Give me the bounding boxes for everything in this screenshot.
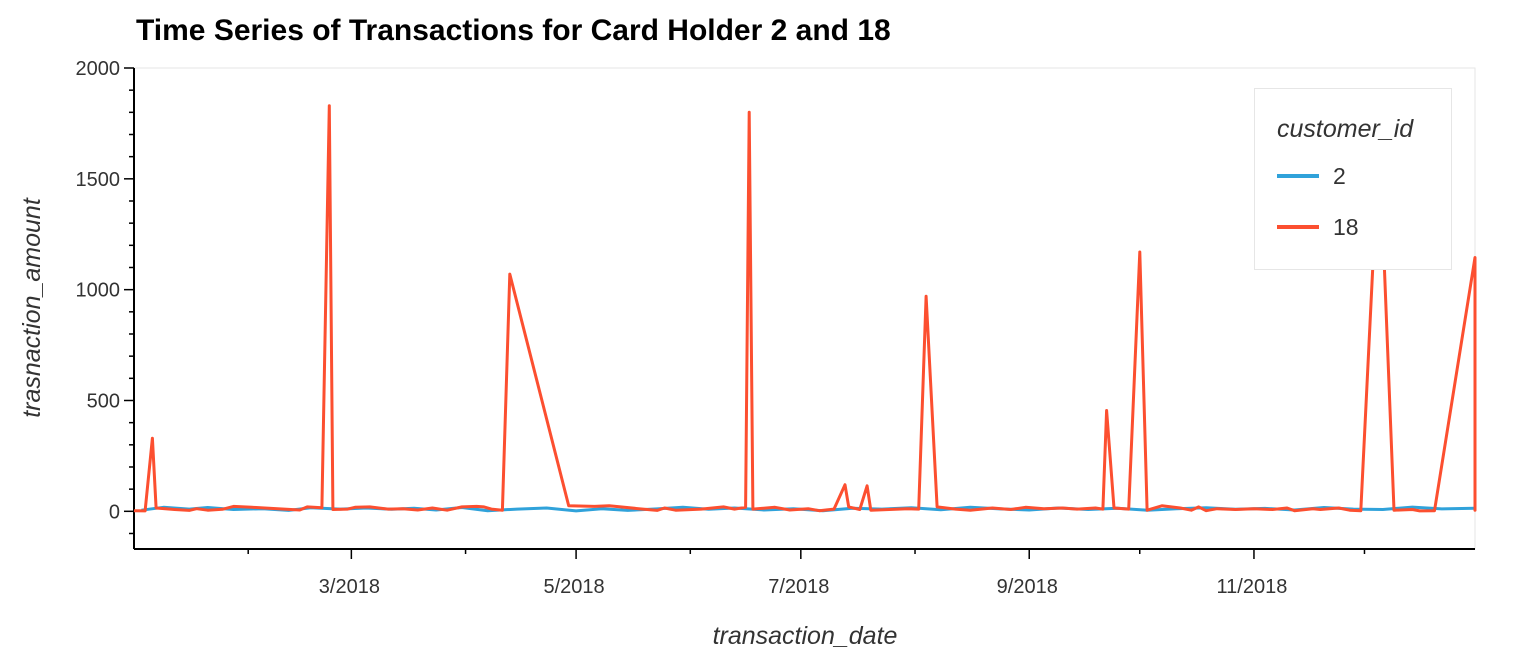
legend-swatch bbox=[1277, 174, 1319, 178]
legend-label: 2 bbox=[1333, 162, 1346, 189]
x-tick-label: 11/2018 bbox=[1217, 576, 1288, 598]
chart-title: Time Series of Transactions for Card Hol… bbox=[136, 14, 891, 47]
y-tick-label: 500 bbox=[87, 390, 120, 412]
series-layer bbox=[133, 104, 1477, 513]
legend-label: 18 bbox=[1333, 213, 1359, 240]
legend-item-18: 18 bbox=[1277, 212, 1359, 242]
y-tick-label: 0 bbox=[109, 501, 120, 523]
legend-title: customer_id bbox=[1277, 115, 1414, 143]
y-tick-label: 2000 bbox=[76, 58, 121, 80]
legend-item-2: 2 bbox=[1277, 161, 1346, 191]
x-tick-label: 7/2018 bbox=[768, 576, 829, 598]
y-axis: 0 500 1000 1500 2000 bbox=[76, 58, 135, 549]
x-axis-title: transaction_date bbox=[713, 622, 898, 650]
x-axis: 3/2018 5/2018 7/2018 9/2018 11/2018 bbox=[134, 548, 1475, 598]
y-tick-label: 1000 bbox=[76, 280, 121, 302]
x-tick-label: 5/2018 bbox=[544, 576, 605, 598]
series-line-18 bbox=[133, 104, 1477, 513]
legend: customer_id 2 18 bbox=[1254, 88, 1452, 270]
y-tick-label: 1500 bbox=[76, 169, 121, 191]
y-axis-title: trasnaction_amount bbox=[18, 197, 46, 418]
legend-swatch bbox=[1277, 225, 1319, 229]
x-tick-label: 3/2018 bbox=[319, 576, 380, 598]
x-tick-label: 9/2018 bbox=[997, 576, 1058, 598]
